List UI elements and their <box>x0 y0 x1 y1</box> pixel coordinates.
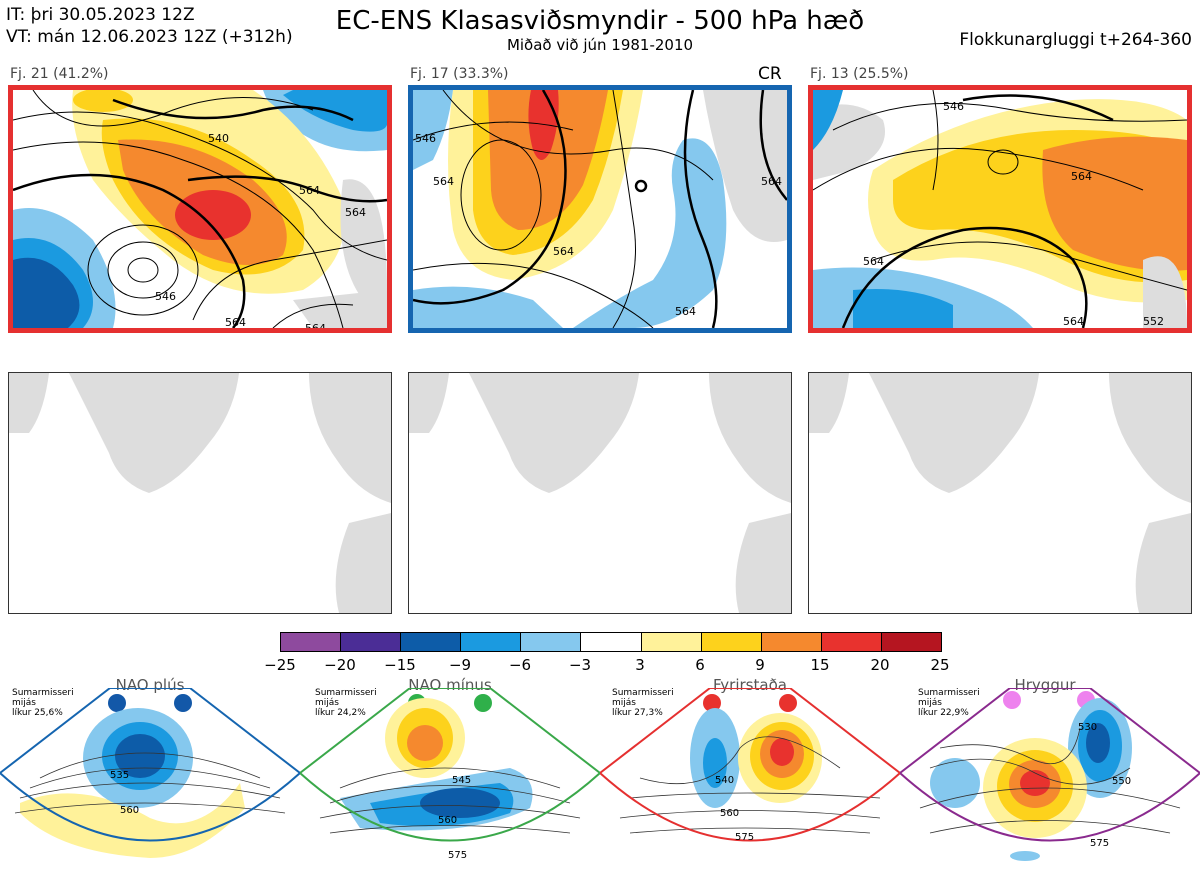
regime-2-title: NAO mínus <box>408 676 492 694</box>
colorbar-tick: 15 <box>810 656 830 674</box>
empty-map-1[interactable] <box>8 372 392 614</box>
init-time: IT: þri 30.05.2023 12Z <box>6 5 195 25</box>
colorbar-swatch <box>461 633 522 651</box>
regime-1-title: NAO plús <box>115 676 185 694</box>
colorbar-tick: 9 <box>755 656 765 674</box>
colorbar-tick: 20 <box>870 656 890 674</box>
colorbar-tick: −9 <box>448 656 472 674</box>
cluster-2-tag: CR <box>758 64 782 84</box>
colorbar-tick: 6 <box>695 656 705 674</box>
cluster-3-map[interactable]: 564 564 564 552 546 <box>808 85 1192 333</box>
contour-label: 564 <box>305 322 326 328</box>
regime-1-info: Sumarmisseri mijás líkur 25,6% <box>12 688 74 718</box>
regime-3-title: Fyrirstaða <box>713 676 787 694</box>
run-info: IT: þri 30.05.2023 12Z VT: mán 12.06.202… <box>6 4 293 48</box>
cluster-3-label: Fj. 13 (25.5%) <box>810 66 909 82</box>
contour-label: 564 <box>433 175 454 188</box>
valid-time: VT: mán 12.06.2023 12Z (+312h) <box>6 27 293 47</box>
empty-map-3[interactable] <box>808 372 1192 614</box>
colorbar-tick: −15 <box>384 656 416 674</box>
regime-2-map[interactable]: 545 560 575 <box>300 688 600 871</box>
regime-marker <box>174 694 192 712</box>
colorbar-tick: −25 <box>264 656 296 674</box>
contour-label: 564 <box>675 305 696 318</box>
contour-label: 560 <box>720 808 739 819</box>
contour-label: 530 <box>1078 722 1097 733</box>
cluster-1-map[interactable]: 540 564 564 546 564 564 <box>8 85 392 333</box>
contour-label: 550 <box>1112 776 1131 787</box>
colorbar-swatch <box>521 633 582 651</box>
regime-3-map[interactable]: 540 560 575 <box>600 688 900 871</box>
regime-4-map[interactable]: 530 550 575 <box>900 688 1200 871</box>
contour-label: 564 <box>299 184 320 197</box>
contour-label: 575 <box>1090 838 1109 849</box>
clustering-window: Flokkunargluggi t+264-360 <box>959 30 1192 50</box>
contour-label: 545 <box>452 775 471 786</box>
colorbar-tick: −3 <box>568 656 592 674</box>
contour-label: 552 <box>1143 315 1164 328</box>
cluster-1-label: Fj. 21 (41.2%) <box>10 66 109 82</box>
contour-label: 564 <box>1071 170 1092 183</box>
regime-marker <box>474 694 492 712</box>
contour-label: 564 <box>225 316 246 328</box>
contour-label: 564 <box>345 206 366 219</box>
colorbar-swatch <box>281 633 342 651</box>
colorbar-swatch <box>701 633 762 651</box>
contour-label: 575 <box>735 832 754 843</box>
contour-label: 546 <box>415 132 436 145</box>
colorbar-swatch <box>581 633 642 651</box>
contour-label: 564 <box>1063 315 1084 328</box>
cluster-2-label: Fj. 17 (33.3%) <box>410 66 509 82</box>
colorbar-tick: −20 <box>324 656 356 674</box>
regime-2-info: Sumarmisseri mijás líkur 24,2% <box>315 688 377 718</box>
contour-label: 560 <box>120 805 139 816</box>
page-subtitle: Miðað við jún 1981-2010 <box>506 36 694 54</box>
regime-marker <box>1003 691 1021 709</box>
contour-label: 564 <box>553 245 574 258</box>
colorbar-swatch <box>881 633 942 651</box>
regime-4-info: Sumarmisseri mijás líkur 22,9% <box>918 688 980 718</box>
colorbar-tick: −6 <box>508 656 532 674</box>
contour-label: 564 <box>761 175 782 188</box>
empty-map-2[interactable] <box>408 372 792 614</box>
colorbar-tick: 3 <box>635 656 645 674</box>
contour-label: 575 <box>448 850 467 861</box>
colorbar-swatch <box>641 633 702 651</box>
regime-1-map[interactable]: 535 560 <box>0 688 300 871</box>
contour-label: 540 <box>715 775 734 786</box>
regime-3-info: Sumarmisseri mijás líkur 27,3% <box>612 688 674 718</box>
colorbar-swatch <box>761 633 822 651</box>
contour-label: 535 <box>110 770 129 781</box>
colorbar <box>280 632 942 652</box>
cluster-2-map[interactable]: 546 564 564 564 564 <box>408 85 792 333</box>
contour-label: 546 <box>155 290 176 303</box>
regime-4-title: Hryggur <box>1014 676 1076 694</box>
regime-marker <box>703 694 721 712</box>
contour-label: 560 <box>438 815 457 826</box>
contour-label: 564 <box>863 255 884 268</box>
regime-marker <box>779 694 797 712</box>
colorbar-swatch <box>341 633 402 651</box>
colorbar-swatch <box>821 633 882 651</box>
regime-marker <box>108 694 126 712</box>
colorbar-swatch <box>401 633 462 651</box>
page-title: EC-ENS Klasasviðsmyndir - 500 hPa hæð <box>335 6 865 36</box>
colorbar-tick: 25 <box>930 656 950 674</box>
contour-label: 546 <box>943 100 964 113</box>
contour-label: 540 <box>208 132 229 145</box>
